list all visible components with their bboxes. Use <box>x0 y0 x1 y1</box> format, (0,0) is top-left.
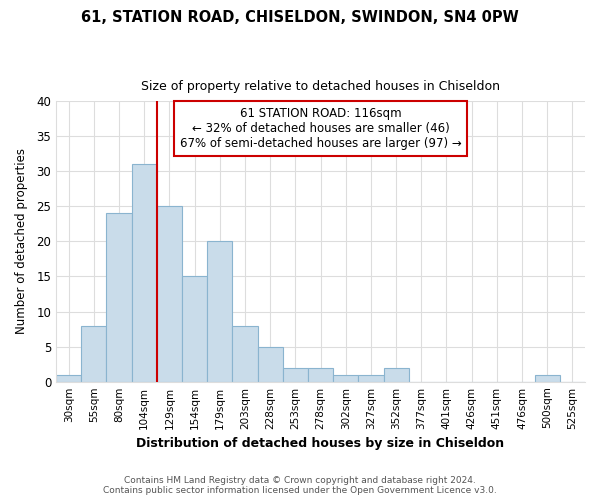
Bar <box>333 374 358 382</box>
Bar <box>383 368 409 382</box>
Bar <box>535 374 560 382</box>
Text: 61, STATION ROAD, CHISELDON, SWINDON, SN4 0PW: 61, STATION ROAD, CHISELDON, SWINDON, SN… <box>81 10 519 25</box>
Bar <box>283 368 308 382</box>
Bar <box>131 164 157 382</box>
Bar <box>257 346 283 382</box>
Bar <box>157 206 182 382</box>
Bar <box>56 374 81 382</box>
Bar <box>182 276 207 382</box>
Bar <box>81 326 106 382</box>
Bar <box>308 368 333 382</box>
Y-axis label: Number of detached properties: Number of detached properties <box>15 148 28 334</box>
Bar <box>207 242 232 382</box>
X-axis label: Distribution of detached houses by size in Chiseldon: Distribution of detached houses by size … <box>136 437 505 450</box>
Bar <box>106 214 131 382</box>
Title: Size of property relative to detached houses in Chiseldon: Size of property relative to detached ho… <box>141 80 500 93</box>
Text: Contains HM Land Registry data © Crown copyright and database right 2024.
Contai: Contains HM Land Registry data © Crown c… <box>103 476 497 495</box>
Text: 61 STATION ROAD: 116sqm
← 32% of detached houses are smaller (46)
67% of semi-de: 61 STATION ROAD: 116sqm ← 32% of detache… <box>179 106 461 150</box>
Bar <box>358 374 383 382</box>
Bar <box>232 326 257 382</box>
